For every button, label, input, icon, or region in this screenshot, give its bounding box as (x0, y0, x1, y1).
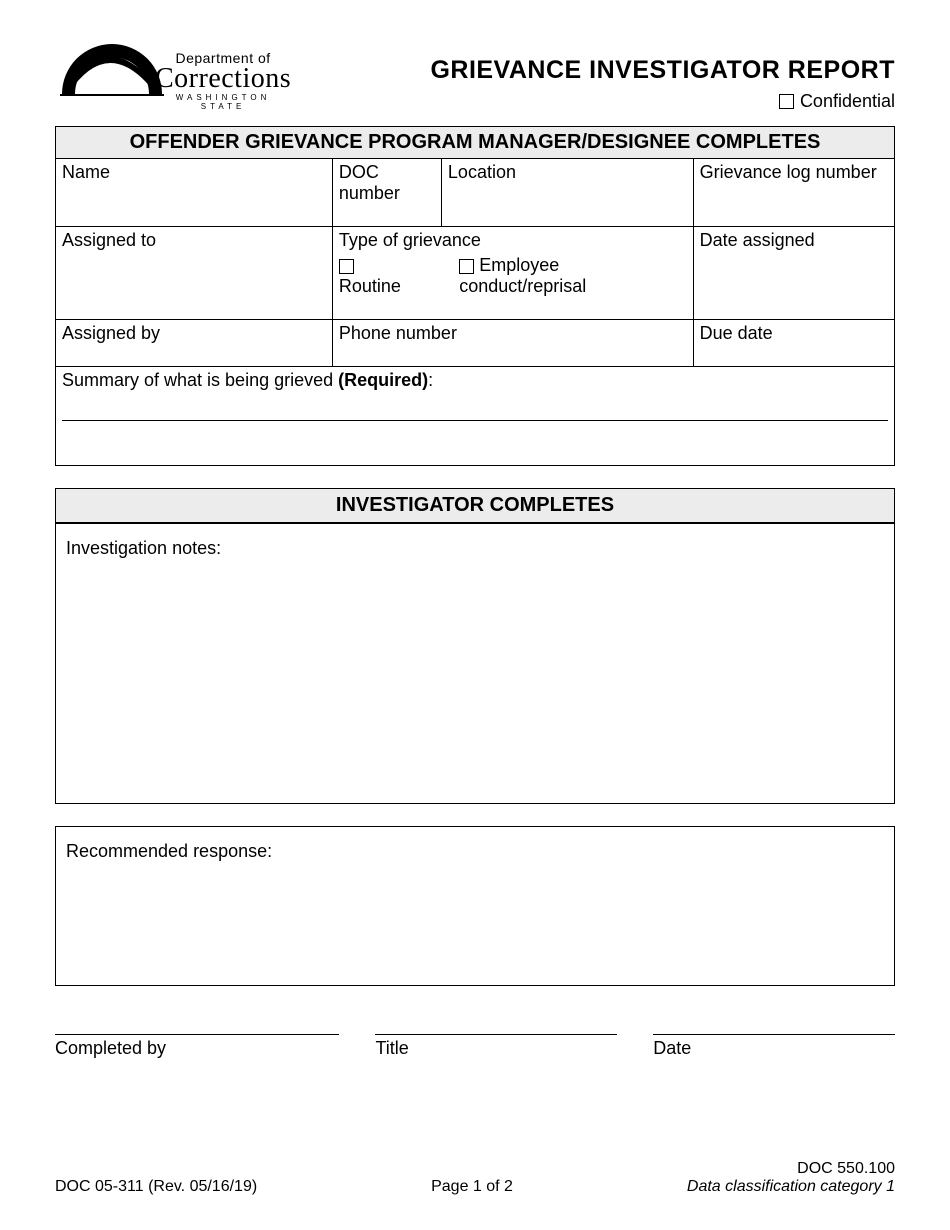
manager-section-heading: OFFENDER GRIEVANCE PROGRAM MANAGER/DESIG… (56, 127, 895, 159)
logo-corrections-line: Corrections (155, 66, 291, 91)
grievance-log-field[interactable]: Grievance log number (693, 159, 894, 227)
confidential-label: Confidential (800, 91, 895, 112)
title-label: Title (375, 1034, 617, 1059)
footer-left: DOC 05-311 (Rev. 05/16/19) (55, 1178, 257, 1196)
summary-underline (62, 395, 888, 421)
summary-colon: : (428, 370, 433, 390)
page-footer: DOC 05-311 (Rev. 05/16/19) Page 1 of 2 D… (55, 1160, 895, 1196)
page-header: Department of Corrections WASHINGTON STA… (55, 28, 895, 112)
assigned-by-field[interactable]: Assigned by (56, 320, 333, 367)
confidential-row: Confidential (430, 91, 895, 112)
phone-number-field[interactable]: Phone number (332, 320, 693, 367)
investigation-notes-label: Investigation notes: (66, 538, 221, 558)
completed-by-field[interactable]: Completed by (55, 1034, 339, 1059)
date-field[interactable]: Date (653, 1034, 895, 1059)
type-employee-option: Employee conduct/reprisal (459, 255, 686, 297)
summary-required: (Required) (338, 370, 428, 390)
due-date-field[interactable]: Due date (693, 320, 894, 367)
investigation-notes-field[interactable]: Investigation notes: (55, 524, 895, 804)
doc-number-field[interactable]: DOC number (332, 159, 441, 227)
type-routine-option: Routine (339, 255, 419, 297)
investigator-section-heading: INVESTIGATOR COMPLETES (55, 488, 895, 524)
agency-logo: Department of Corrections WASHINGTON STA… (55, 28, 270, 110)
confidential-checkbox[interactable] (779, 94, 794, 109)
title-block: GRIEVANCE INVESTIGATOR REPORT Confidenti… (430, 28, 895, 112)
signature-row: Completed by Title Date (55, 1034, 895, 1059)
date-label: Date (653, 1034, 895, 1059)
completed-by-label: Completed by (55, 1034, 339, 1059)
footer-center: Page 1 of 2 (431, 1178, 513, 1196)
form-title: GRIEVANCE INVESTIGATOR REPORT (430, 56, 895, 85)
summary-space (62, 421, 888, 443)
name-field[interactable]: Name (56, 159, 333, 227)
recommended-response-field[interactable]: Recommended response: (55, 826, 895, 986)
title-field[interactable]: Title (375, 1034, 617, 1059)
type-of-grievance-field: Type of grievance Routine Employee condu… (332, 227, 693, 320)
summary-field[interactable]: Summary of what is being grieved (Requir… (56, 367, 895, 466)
employee-conduct-checkbox[interactable] (459, 259, 474, 274)
manager-section-table: OFFENDER GRIEVANCE PROGRAM MANAGER/DESIG… (55, 126, 895, 466)
assigned-to-field[interactable]: Assigned to (56, 227, 333, 320)
footer-right: DOC 550.100 Data classification category… (687, 1160, 895, 1196)
summary-label-prefix: Summary of what is being grieved (62, 370, 338, 390)
form-page: Department of Corrections WASHINGTON STA… (0, 0, 950, 1230)
footer-classification: Data classification category 1 (687, 1178, 895, 1196)
arch-icon (57, 36, 167, 96)
routine-checkbox[interactable] (339, 259, 354, 274)
location-field[interactable]: Location (441, 159, 693, 227)
recommended-response-label: Recommended response: (66, 841, 272, 861)
logo-text: Department of Corrections WASHINGTON STA… (155, 50, 291, 111)
footer-doc-code: DOC 550.100 (687, 1160, 895, 1178)
date-assigned-field[interactable]: Date assigned (693, 227, 894, 320)
type-label: Type of grievance (339, 230, 481, 250)
logo-state-line: WASHINGTON STATE (155, 93, 291, 111)
